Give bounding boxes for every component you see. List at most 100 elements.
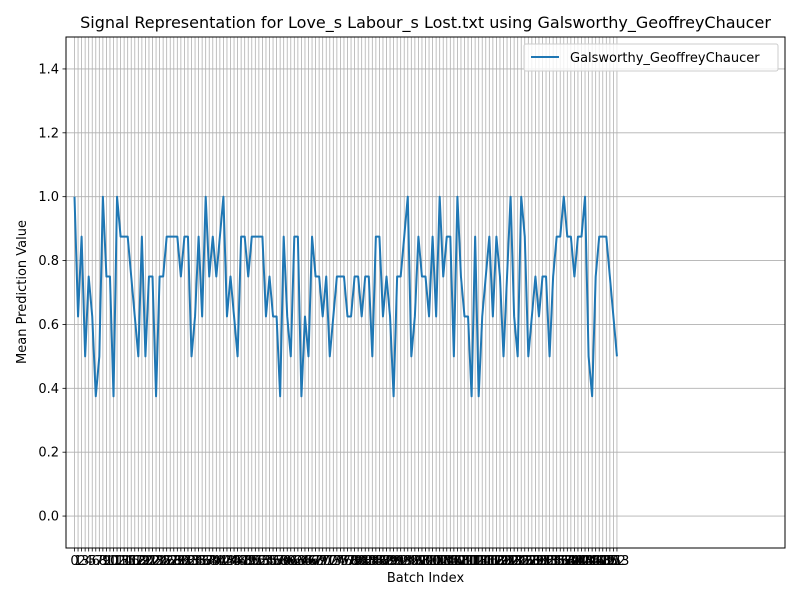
y-tick-label: 0.8	[38, 254, 59, 269]
x-tick-label: 144	[573, 554, 598, 569]
x-tick-label: 17	[127, 554, 144, 569]
x-tick-label: 136	[544, 554, 569, 569]
x-tick-label: 114	[466, 554, 491, 569]
x-tick-label: 98	[414, 554, 431, 569]
x-tick-label: 145	[576, 554, 601, 569]
x-tick-label: 104	[431, 554, 456, 569]
x-tick-label: 60	[279, 554, 296, 569]
x-tick-label: 42	[215, 554, 232, 569]
x-tick-label: 47	[233, 554, 250, 569]
x-tick-label: 140	[558, 554, 583, 569]
x-tick-label: 87	[375, 554, 392, 569]
x-tick-label: 120	[488, 554, 513, 569]
series-line-galsworthy-geoffreychaucer	[73, 195, 618, 398]
x-tick-label: 33	[183, 554, 200, 569]
x-tick-label: 99	[417, 554, 434, 569]
x-tick-label: 92	[392, 554, 409, 569]
x-tick-label: 50	[244, 554, 261, 569]
x-tick-label: 100	[417, 554, 442, 569]
x-tick-label: 72	[322, 554, 339, 569]
x-tick-label: 16	[123, 554, 140, 569]
x-tick-label: 151	[597, 554, 622, 569]
x-tick-label: 11	[105, 554, 122, 569]
x-tick-label: 9	[102, 554, 110, 569]
x-tick-label: 90	[385, 554, 402, 569]
x-tick-label: 143	[569, 554, 594, 569]
x-tick-label: 64	[293, 554, 310, 569]
x-tick-label: 59	[275, 554, 292, 569]
x-tick-label: 96	[407, 554, 424, 569]
x-tick-label: 107	[441, 554, 466, 569]
x-tick-label: 82	[357, 554, 374, 569]
x-tick-label: 7	[95, 554, 103, 569]
x-tick-label: 32	[180, 554, 197, 569]
x-tick-label: 84	[364, 554, 381, 569]
x-tick-label: 86	[371, 554, 388, 569]
x-tick-label: 78	[343, 554, 360, 569]
x-tick-label: 133	[534, 554, 559, 569]
x-tick-label: 57	[268, 554, 285, 569]
x-tick-label: 39	[205, 554, 222, 569]
x-tick-label: 44	[222, 554, 239, 569]
y-tick-label: 1.2	[38, 126, 59, 141]
x-tick-label: 5	[88, 554, 96, 569]
x-tick-label: 8	[99, 554, 107, 569]
x-tick-label: 63	[290, 554, 307, 569]
x-tick-label: 147	[583, 554, 608, 569]
x-tick-label: 20	[137, 554, 154, 569]
x-tick-label: 58	[272, 554, 289, 569]
x-tick-label: 75	[332, 554, 349, 569]
x-tick-label: 89	[382, 554, 399, 569]
x-tick-label: 112	[459, 554, 484, 569]
x-tick-label: 2	[77, 554, 85, 569]
x-tick-label: 10	[102, 554, 119, 569]
x-tick-label: 26	[158, 554, 175, 569]
x-tick-label: 68	[307, 554, 324, 569]
x-tick-label: 141	[562, 554, 587, 569]
x-tick-label: 18	[130, 554, 147, 569]
x-tick-label: 56	[265, 554, 282, 569]
x-tick-label: 36	[194, 554, 211, 569]
x-tick-label: 127	[512, 554, 537, 569]
x-tick-label: 23	[148, 554, 165, 569]
x-tick-label: 94	[399, 554, 416, 569]
x-tick-label: 125	[505, 554, 530, 569]
x-tick-label: 110	[452, 554, 477, 569]
x-tick-label: 149	[590, 554, 615, 569]
x-tick-label: 76	[336, 554, 353, 569]
y-tick-label: 0.2	[38, 446, 59, 461]
x-tick-label: 12	[109, 554, 126, 569]
x-tick-label: 119	[484, 554, 509, 569]
x-tick-label: 65	[297, 554, 314, 569]
x-tick-label: 49	[240, 554, 257, 569]
x-tick-label: 69	[311, 554, 328, 569]
legend: Galsworthy_GeoffreyChaucer	[523, 43, 779, 72]
x-tick-label: 22	[144, 554, 161, 569]
x-tick-label: 30	[173, 554, 190, 569]
x-tick-label: 88	[378, 554, 395, 569]
x-tick-label: 106	[438, 554, 463, 569]
x-tick-label: 4	[85, 554, 93, 569]
x-tick-label: 3	[81, 554, 89, 569]
x-tick-label: 71	[318, 554, 335, 569]
x-tick-label: 28	[166, 554, 183, 569]
x-tick-label: 73	[325, 554, 342, 569]
x-tick-label: 66	[300, 554, 317, 569]
x-tick-label: 152	[601, 554, 626, 569]
x-tick-label: 45	[226, 554, 243, 569]
x-tick-label: 0	[70, 554, 78, 569]
x-tick-label: 14	[116, 554, 133, 569]
series-lines	[73, 195, 618, 398]
x-tick-label: 25	[155, 554, 172, 569]
x-tick-label: 126	[509, 554, 534, 569]
x-tick-label: 109	[449, 554, 474, 569]
y-tick-label: 0.6	[38, 318, 59, 333]
x-tick-label: 41	[212, 554, 229, 569]
x-tick-label: 116	[473, 554, 498, 569]
x-tick-label: 40	[208, 554, 225, 569]
x-tick-label: 132	[530, 554, 555, 569]
x-tick-label: 29	[169, 554, 186, 569]
x-tick-label: 139	[555, 554, 580, 569]
x-tick-label: 135	[541, 554, 566, 569]
